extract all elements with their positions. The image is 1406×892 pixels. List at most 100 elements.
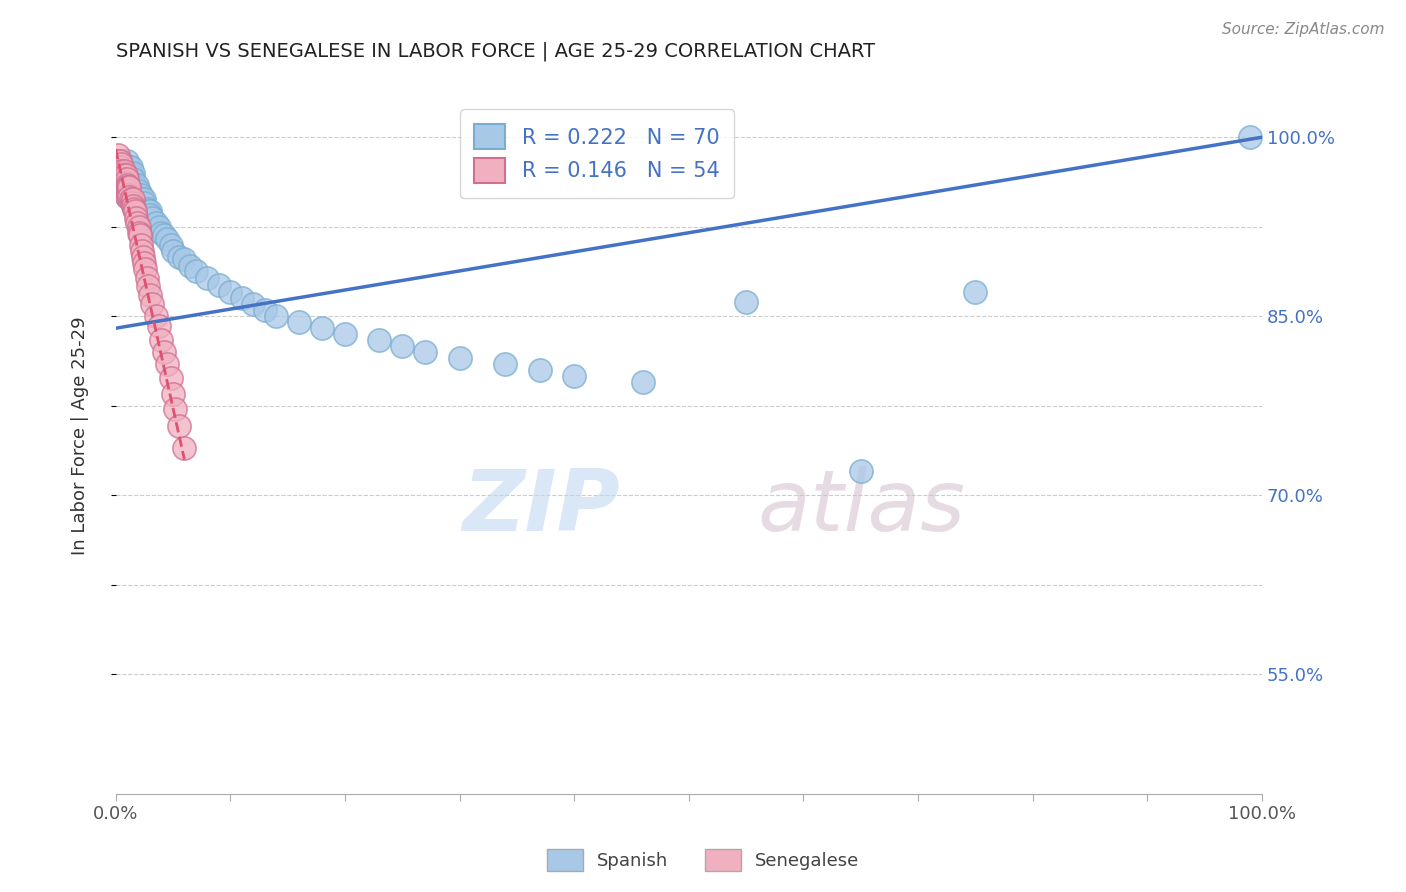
Point (136, 279, 159, 293)
Point (121, 199, 143, 213)
Point (115, 172, 138, 186)
Point (165, 402, 187, 417)
Point (117, 180, 139, 194)
Point (115, 190, 138, 204)
Point (121, 184, 143, 198)
Point (128, 228, 150, 243)
Point (115, 154, 138, 169)
Point (631, 375, 654, 389)
Text: ZIP: ZIP (463, 466, 620, 549)
Point (127, 178, 149, 192)
Point (391, 339, 413, 353)
Point (114, 166, 136, 180)
Text: atlas: atlas (758, 466, 966, 549)
Point (735, 295, 758, 310)
Point (112, 169, 135, 183)
Point (333, 327, 356, 342)
Point (120, 192, 142, 206)
Point (152, 345, 174, 359)
Point (449, 351, 471, 365)
Point (118, 166, 141, 180)
Point (134, 192, 156, 206)
Point (111, 166, 134, 180)
Point (136, 204, 159, 219)
Point (114, 178, 136, 192)
Point (122, 202, 145, 216)
Point (1239, 130, 1261, 145)
Point (125, 187, 148, 202)
Point (231, 292, 253, 306)
Point (115, 172, 138, 186)
Point (242, 297, 264, 311)
Point (115, 190, 138, 204)
Point (145, 310, 167, 324)
Point (849, 465, 872, 479)
Point (131, 244, 153, 258)
Point (288, 315, 311, 329)
Point (145, 216, 167, 230)
Point (110, 154, 132, 169)
Point (132, 250, 155, 264)
Point (179, 259, 201, 273)
Point (121, 166, 143, 180)
Point (167, 250, 190, 264)
Point (115, 178, 138, 192)
Point (159, 371, 181, 385)
Point (108, 154, 131, 169)
Point (311, 321, 333, 335)
Legend: Spanish, Senegalese: Spanish, Senegalese (540, 842, 866, 879)
Point (127, 216, 149, 230)
Point (148, 219, 170, 234)
Point (115, 176, 138, 190)
Point (120, 172, 142, 186)
Point (139, 204, 162, 219)
Point (141, 297, 163, 311)
Point (117, 187, 139, 202)
Point (135, 202, 157, 216)
Point (195, 271, 218, 285)
Point (128, 184, 150, 198)
Point (108, 160, 131, 174)
Point (121, 195, 143, 210)
Point (965, 285, 987, 300)
Point (115, 178, 138, 192)
Point (125, 180, 148, 194)
Point (208, 278, 231, 293)
Point (110, 163, 132, 178)
Point (264, 310, 287, 324)
Point (162, 387, 184, 401)
Point (134, 255, 156, 269)
Point (112, 163, 135, 178)
Point (107, 148, 129, 162)
Point (162, 244, 184, 258)
Point (115, 184, 138, 198)
Point (129, 187, 152, 202)
Point (118, 180, 141, 194)
Point (121, 172, 143, 186)
Point (122, 178, 145, 192)
Point (112, 160, 135, 174)
Point (139, 287, 162, 301)
Point (494, 357, 516, 371)
Point (129, 237, 152, 252)
Point (121, 180, 143, 194)
Point (562, 368, 585, 383)
Point (413, 345, 436, 359)
Point (124, 204, 146, 219)
Point (135, 271, 157, 285)
Text: SPANISH VS SENEGALESE IN LABOR FORCE | AGE 25-29 CORRELATION CHART: SPANISH VS SENEGALESE IN LABOR FORCE | A… (115, 42, 875, 62)
Point (156, 232, 179, 246)
Point (115, 184, 138, 198)
Point (167, 419, 190, 434)
Point (253, 303, 276, 318)
Point (110, 154, 132, 169)
Point (121, 192, 143, 206)
Text: Source: ZipAtlas.com: Source: ZipAtlas.com (1222, 22, 1385, 37)
Point (148, 318, 170, 333)
Point (115, 166, 138, 180)
Point (120, 160, 142, 174)
Point (115, 172, 138, 186)
Point (134, 195, 156, 210)
Point (139, 208, 162, 222)
Point (128, 219, 150, 234)
